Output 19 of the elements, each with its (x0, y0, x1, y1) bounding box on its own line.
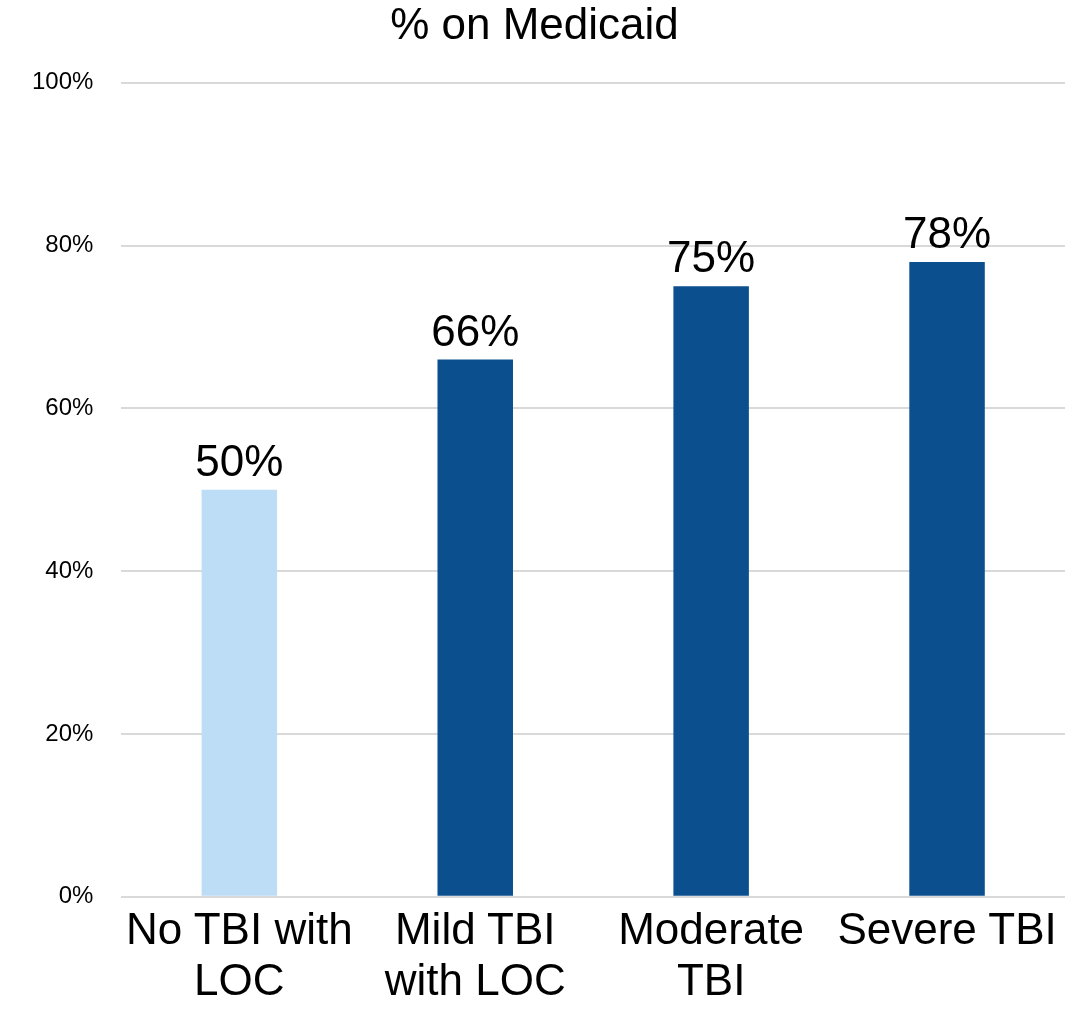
x-tick-label: No TBI with LOC (126, 904, 353, 1004)
y-tick-label: 0% (58, 881, 94, 909)
data-label: 66% (431, 305, 520, 355)
x-tick-label: Moderate TBI (618, 904, 805, 1004)
chart-title: % on Medicaid (390, 0, 679, 48)
y-tick-label: 20% (45, 718, 94, 746)
data-label: 50% (195, 435, 284, 485)
y-tick-label: 40% (45, 555, 94, 583)
y-tick-label: 60% (45, 393, 94, 421)
bar (201, 489, 278, 896)
data-label: 78% (903, 208, 992, 258)
x-tick-label: Mild TBI with LOC (383, 904, 566, 1004)
x-tick-label: Severe TBI (837, 904, 1057, 954)
y-tick-label: 80% (45, 230, 94, 258)
bar (673, 286, 749, 896)
bar (909, 261, 985, 896)
data-label: 75% (667, 232, 756, 282)
y-tick-label: 100% (31, 67, 94, 95)
bar (437, 359, 513, 896)
